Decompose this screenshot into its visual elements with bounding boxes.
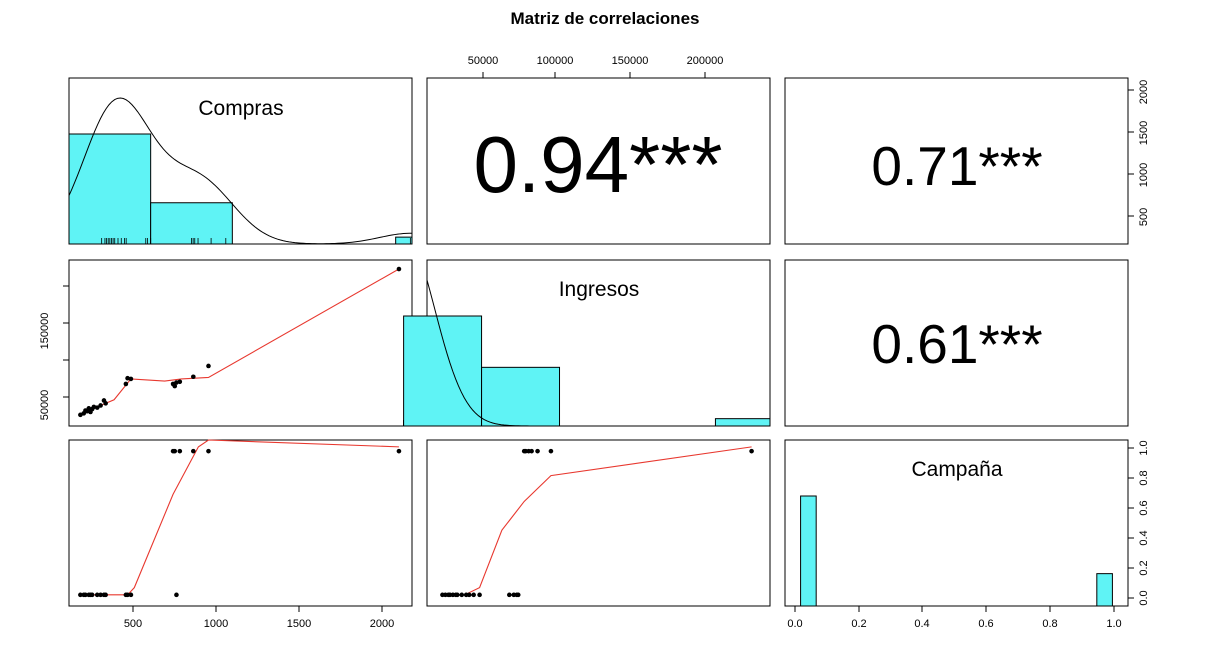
tick-compras-2000: 2000 xyxy=(370,618,394,630)
tick-campana-right-0.6: 0.6 xyxy=(1138,500,1150,515)
scatter-point xyxy=(477,592,482,598)
scatter-point xyxy=(206,363,211,369)
panel-scatter-compras-campana xyxy=(68,439,413,607)
tick-ingresos-50000: 50000 xyxy=(468,55,499,67)
corr-label-ingresos-campana: 0.61*** xyxy=(871,313,1042,375)
scatter-point xyxy=(98,592,103,598)
scatter-point xyxy=(177,448,183,454)
tick-compras-1500: 1500 xyxy=(287,618,311,630)
scatter-point xyxy=(103,401,108,406)
scatter-point xyxy=(98,403,103,408)
tick-campana-bottom-1.0: 1.0 xyxy=(1106,618,1121,630)
density-curve xyxy=(68,97,413,245)
tick-campana-bottom-0.0: 0.0 xyxy=(787,618,802,630)
corr-label-compras-ingresos: 0.94*** xyxy=(473,120,722,209)
loess-smoother-line xyxy=(80,439,399,596)
scatter-point xyxy=(535,448,540,454)
scatter-point xyxy=(125,592,130,598)
scatter-point xyxy=(94,405,100,410)
tick-campana-bottom-0.8: 0.8 xyxy=(1042,618,1057,630)
tick-compras-500: 500 xyxy=(124,618,142,630)
panel-corr-ingresos-campana xyxy=(784,259,1129,427)
figure-title: Matriz de correlaciones xyxy=(511,9,700,28)
variable-label-compras: Compras xyxy=(198,97,283,120)
histogram-bar xyxy=(68,133,152,245)
axis-ingresos-left xyxy=(63,285,70,398)
scatter-point xyxy=(191,374,196,380)
scatter-point xyxy=(749,448,754,454)
scatter-point xyxy=(103,592,108,598)
histogram-bar xyxy=(150,202,233,245)
axis-campana-bottom xyxy=(794,605,1115,612)
histogram-bar xyxy=(403,315,483,427)
scatter-point xyxy=(454,592,460,598)
tick-right-1500: 1500 xyxy=(1138,121,1150,145)
tick-campana-bottom-0.6: 0.6 xyxy=(978,618,993,630)
scatter-point xyxy=(471,592,476,598)
tick-right-1000: 1000 xyxy=(1138,163,1150,187)
tick-right-500: 500 xyxy=(1138,208,1150,226)
panel-scatter-ingresos-campana xyxy=(426,439,771,607)
histogram-bar xyxy=(1096,573,1113,607)
density-curve xyxy=(426,279,770,427)
scatter-point xyxy=(172,383,178,389)
scatter-point xyxy=(206,448,211,454)
scatter-point xyxy=(459,592,465,598)
histogram-bar xyxy=(481,366,561,427)
scatter-point xyxy=(548,448,554,454)
scatter-point xyxy=(174,592,179,598)
scatter-point xyxy=(191,448,196,454)
axis-ingresos-top xyxy=(482,72,706,79)
loess-smoother-line xyxy=(80,268,400,416)
tick-ingresos-200000: 200000 xyxy=(687,55,724,67)
histogram-bar xyxy=(800,495,817,607)
scatter-point xyxy=(466,592,472,598)
tick-campana-bottom-0.2: 0.2 xyxy=(851,618,866,630)
tick-right-2000: 2000 xyxy=(1138,80,1150,104)
tick-campana-right-0.4: 0.4 xyxy=(1138,530,1150,545)
scatter-point xyxy=(123,381,129,387)
scatter-point xyxy=(529,448,534,454)
scatter-point xyxy=(396,266,402,272)
scatter-point xyxy=(78,592,83,598)
scatter-point xyxy=(396,448,402,454)
tick-campana-right-0.0: 0.0 xyxy=(1138,590,1150,605)
tick-campana-right-0.8: 0.8 xyxy=(1138,470,1150,485)
axis-compras-bottom xyxy=(132,605,383,612)
variable-label-ingresos: Ingresos xyxy=(559,278,640,301)
panel-scatter-compras-ingresos xyxy=(68,259,413,427)
scatter-point xyxy=(515,592,521,598)
variable-label-campana: Campaña xyxy=(911,458,1002,481)
tick-compras-1000: 1000 xyxy=(204,618,228,630)
corr-label-compras-campana: 0.71*** xyxy=(871,135,1042,197)
tick-campana-right-1.0: 1.0 xyxy=(1138,440,1150,455)
tick-campana-right-0.2: 0.2 xyxy=(1138,560,1150,575)
scatter-point xyxy=(172,448,178,454)
scatter-point xyxy=(89,592,95,598)
loess-smoother-line xyxy=(442,446,752,596)
scatter-point xyxy=(94,592,100,598)
histogram-bar xyxy=(714,418,771,427)
axis-campana-right xyxy=(1127,447,1134,599)
histogram-bar xyxy=(395,236,413,245)
scatter-point xyxy=(507,592,512,598)
scatter-point xyxy=(128,592,134,598)
tick-ingresos-100000: 100000 xyxy=(537,55,574,67)
chart-marks xyxy=(68,97,1113,607)
scatter-point xyxy=(177,379,183,385)
tick-left-50000: 50000 xyxy=(39,390,51,421)
axis-compras-right xyxy=(1127,89,1134,217)
scatter-point xyxy=(83,592,88,598)
tick-campana-bottom-0.4: 0.4 xyxy=(914,618,929,630)
tick-left-150000: 150000 xyxy=(39,313,51,350)
tick-ingresos-150000: 150000 xyxy=(612,55,649,67)
scatter-point xyxy=(128,376,134,382)
